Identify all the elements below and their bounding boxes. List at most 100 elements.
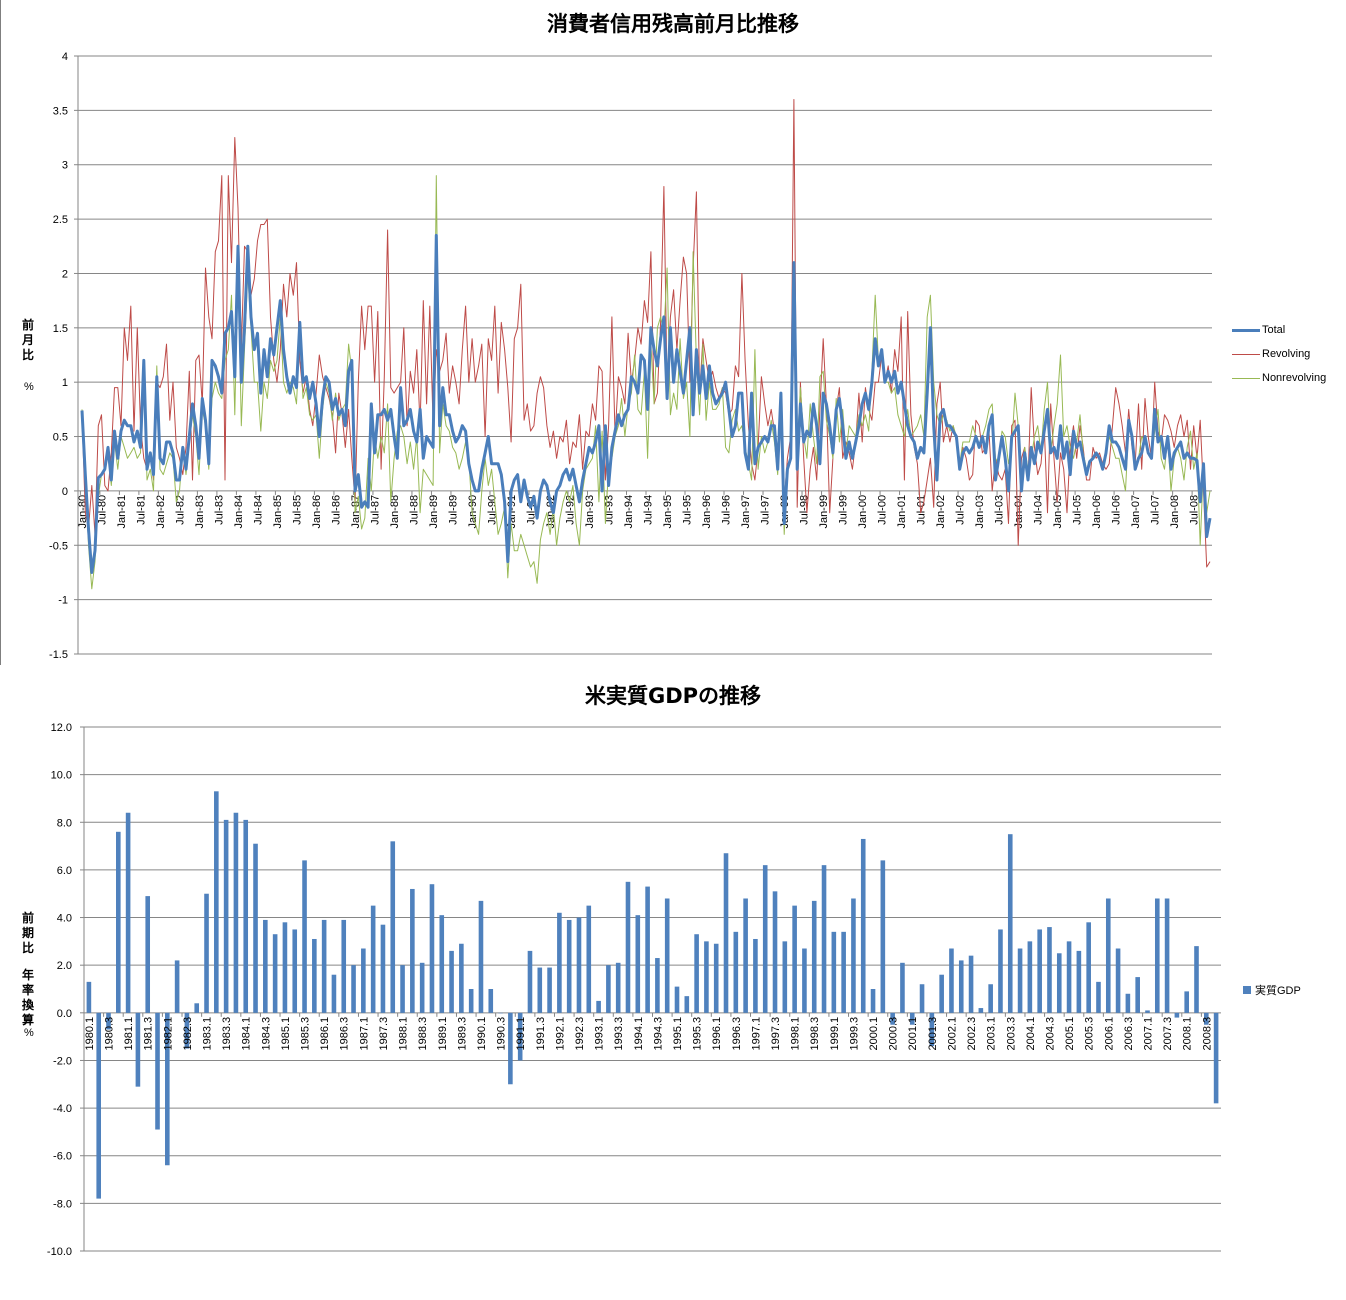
x-tick-label: Jan-86 <box>311 495 323 529</box>
y-tick-label: 2.5 <box>53 214 68 226</box>
bar <box>949 948 954 1013</box>
frame-border <box>0 0 1 665</box>
bar <box>968 955 974 1013</box>
bar <box>1076 950 1082 1013</box>
x-tick-label: Jul-83 <box>214 495 226 525</box>
x-tick-label: 1999.1 <box>829 1017 841 1051</box>
x-tick-label: 2004.3 <box>1044 1017 1056 1051</box>
bar <box>576 917 582 1013</box>
bar <box>890 1012 895 1025</box>
bar <box>1066 941 1072 1013</box>
bar <box>674 986 680 1013</box>
x-tick-label: Jan-90 <box>467 495 479 529</box>
x-tick-label: Jul-05 <box>1072 495 1084 525</box>
x-tick-label: 2001.1 <box>907 1017 919 1051</box>
bar <box>312 938 317 1013</box>
bar <box>508 1012 513 1085</box>
y-tick-label: 0 <box>62 486 68 498</box>
legend-gdp: 実質GDP <box>1243 978 1301 1002</box>
bar <box>723 853 729 1013</box>
y-axis-title-gdp-2: 年率換算 <box>21 968 34 1027</box>
bar <box>370 905 376 1013</box>
y-tick-label: -2.0 <box>53 1055 72 1067</box>
legend-label-revolving: Revolving <box>1262 348 1311 360</box>
bar <box>1105 898 1111 1013</box>
bar <box>998 929 1003 1013</box>
bar <box>900 962 905 1013</box>
bar <box>390 841 396 1013</box>
y-tick-label: 6.0 <box>57 865 72 877</box>
bar <box>419 962 425 1013</box>
x-tick-label: 1983.3 <box>221 1017 233 1051</box>
x-tick-label: Jan-03 <box>974 495 986 529</box>
chart-title-gdp: 米実質GDPの推移 <box>584 684 762 708</box>
bar <box>1203 1012 1209 1025</box>
bar <box>400 965 405 1013</box>
bar <box>782 941 788 1013</box>
bar <box>1184 991 1189 1013</box>
legend-label-gdp: 実質GDP <box>1255 985 1301 997</box>
bar <box>733 931 739 1013</box>
bar <box>655 958 660 1013</box>
y-tick-label: 10.0 <box>51 770 72 782</box>
x-tick-label: Jul-92 <box>565 495 577 525</box>
bar <box>547 967 552 1013</box>
x-tick-label: 1998.1 <box>790 1017 802 1051</box>
bar <box>821 865 827 1013</box>
x-tick-label: Jan-96 <box>701 495 713 529</box>
y-tick-label: 3.5 <box>53 105 68 117</box>
bar <box>361 948 366 1013</box>
x-tick-label: Jul-86 <box>331 495 343 525</box>
x-tick-label: 1995.3 <box>692 1017 704 1051</box>
y-tick-label: 4 <box>62 51 68 63</box>
bar <box>165 1012 170 1166</box>
bar <box>96 1012 102 1199</box>
x-tick-label: 2007.1 <box>1142 1017 1154 1051</box>
x-tick-label: 1996.3 <box>731 1017 743 1051</box>
x-tick-label: 1991.1 <box>515 1017 527 1051</box>
x-tick-label: 2008.3 <box>1201 1017 1213 1051</box>
bar <box>1174 1012 1180 1018</box>
x-tick-label: Jan-06 <box>1091 495 1103 529</box>
x-tick-label: 1990.3 <box>496 1017 508 1051</box>
bar <box>625 881 631 1013</box>
y-tick-label: -0.5 <box>49 540 68 552</box>
x-tick-label: Jul-82 <box>175 495 187 525</box>
x-tick-label: 2000.1 <box>868 1017 880 1051</box>
bar <box>664 898 670 1013</box>
y-tick-label: -1 <box>58 595 68 607</box>
legend-label-nonrevolving: Nonrevolving <box>1262 372 1327 384</box>
x-tick-label: Jul-02 <box>955 495 967 525</box>
bar <box>331 974 337 1013</box>
x-tick-label: 1980.1 <box>84 1017 96 1051</box>
y-axis-unit-consumer-credit: % <box>24 381 34 393</box>
x-tick-label: Jan-84 <box>233 495 245 529</box>
x-tick-label: 1993.1 <box>594 1017 606 1051</box>
bar <box>282 922 288 1013</box>
bar <box>380 924 386 1013</box>
bar <box>841 931 846 1013</box>
x-tick-label: 1987.1 <box>358 1017 370 1051</box>
x-tick-label: Jul-98 <box>799 495 811 525</box>
legend-item-revolving: Revolving <box>1232 342 1326 366</box>
x-tick-label: Jul-94 <box>643 495 655 525</box>
series-line-total <box>80 233 1212 574</box>
x-tick-label: Jan-05 <box>1052 495 1064 529</box>
x-tick-label: Jul-87 <box>370 495 382 525</box>
bar <box>478 900 484 1013</box>
bar <box>1154 898 1160 1013</box>
bar <box>498 1012 503 1014</box>
y-tick-label: 4.0 <box>57 913 72 925</box>
bar <box>1086 922 1091 1013</box>
bar <box>1125 993 1131 1013</box>
bar <box>792 905 797 1013</box>
x-tick-label: Jan-83 <box>194 495 206 529</box>
bar <box>762 865 768 1013</box>
x-tick-label: 2004.1 <box>1025 1017 1037 1051</box>
bar <box>860 838 866 1013</box>
bar <box>1213 1012 1219 1104</box>
x-tick-label: Jan-89 <box>428 495 440 529</box>
x-tick-label: Jan-07 <box>1130 495 1142 529</box>
bar <box>1007 834 1013 1013</box>
y-tick-label: -1.5 <box>49 649 68 661</box>
